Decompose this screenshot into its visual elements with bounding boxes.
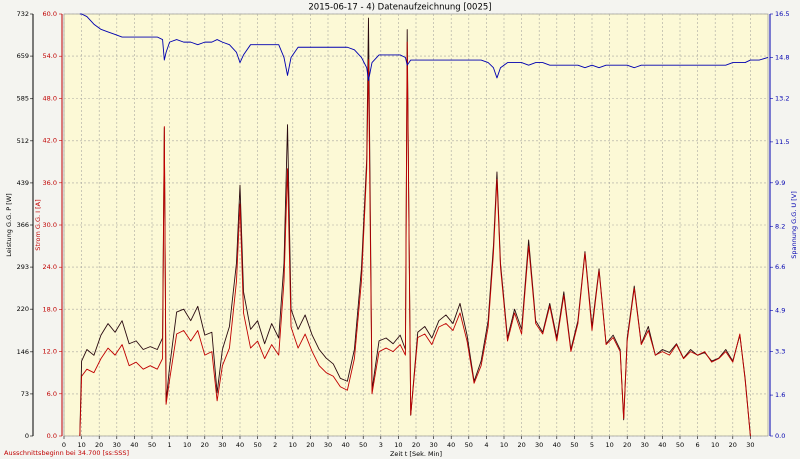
x-tick-label: 30 [429, 441, 437, 449]
x-tick-label: 20 [95, 441, 103, 449]
x-tick-label: 20 [306, 441, 314, 449]
x-tick-label: 10 [77, 441, 85, 449]
y3-tick-label: 14.8 [775, 53, 789, 61]
y2-tick-label: 42.0 [43, 137, 57, 145]
x-tick-label: 4 [484, 441, 488, 449]
x-tick-label: 10 [394, 441, 402, 449]
x-tick-label: 20 [201, 441, 209, 449]
y-tick-label: 659 [17, 52, 29, 60]
x-tick-label: 40 [553, 441, 561, 449]
x-tick-label: 40 [658, 441, 666, 449]
y2-tick-label: 0.0 [47, 432, 57, 440]
y2-tick-label: 30.0 [43, 221, 57, 229]
y2-tick-label: 12.0 [43, 348, 57, 356]
y3-tick-label: 11.5 [775, 138, 789, 146]
y3-tick-label: 0.0 [775, 432, 785, 440]
y2-tick-label: 24.0 [43, 263, 57, 271]
y-tick-label: 0 [25, 432, 29, 440]
y-tick-label: 732 [17, 10, 29, 18]
y2-tick-label: 48.0 [43, 94, 57, 102]
x-axis-label: Zeit t [Sek. Min] [390, 450, 442, 458]
y-axis-label: Leistung G.G. P [W] [5, 193, 13, 256]
y2-tick-label: 54.0 [43, 52, 57, 60]
y3-tick-label: 13.2 [775, 94, 789, 102]
y2-tick-label: 18.0 [43, 305, 57, 313]
y2-tick-label: 60.0 [43, 10, 57, 18]
y2-tick-label: 6.0 [47, 390, 57, 398]
chart-title: 2015-06-17 - 4) Datenaufzeichnung [0025] [308, 3, 491, 13]
y-tick-label: 293 [17, 263, 29, 271]
y3-tick-label: 1.6 [775, 391, 785, 399]
y-tick-label: 512 [17, 137, 29, 145]
y3-axis-label: Spannung G.G. U [V] [790, 191, 798, 259]
x-tick-label: 3 [379, 441, 383, 449]
x-tick-label: 40 [341, 441, 349, 449]
y2-axis-label: Strom G.G. I [A] [34, 199, 42, 250]
y-tick-label: 220 [17, 305, 29, 313]
x-tick-label: 20 [729, 441, 737, 449]
x-tick-label: 50 [359, 441, 367, 449]
footnote: Ausschnittsbeginn bei 34.700 [ss:SSS] [4, 449, 129, 457]
x-tick-label: 50 [570, 441, 578, 449]
y-tick-label: 366 [17, 221, 29, 229]
x-tick-label: 40 [130, 441, 138, 449]
x-tick-label: 20 [412, 441, 420, 449]
x-tick-label: 50 [253, 441, 261, 449]
y-tick-label: 585 [17, 95, 29, 103]
x-tick-label: 30 [113, 441, 121, 449]
y3-tick-label: 8.2 [775, 222, 785, 230]
x-tick-label: 2 [273, 441, 277, 449]
y-tick-label: 73 [21, 390, 29, 398]
x-tick-label: 50 [465, 441, 473, 449]
x-tick-label: 30 [535, 441, 543, 449]
x-tick-label: 10 [605, 441, 613, 449]
x-tick-label: 30 [641, 441, 649, 449]
x-tick-label: 40 [236, 441, 244, 449]
x-tick-label: 0 [62, 441, 66, 449]
y2-tick-label: 36.0 [43, 179, 57, 187]
x-tick-label: 50 [148, 441, 156, 449]
series-line [79, 41, 751, 437]
y3-tick-label: 9.9 [775, 179, 785, 187]
x-tick-label: 20 [623, 441, 631, 449]
x-tick-label: 10 [711, 441, 719, 449]
x-tick-label: 20 [517, 441, 525, 449]
y3-tick-label: 6.6 [775, 263, 785, 271]
y3-tick-label: 4.9 [775, 307, 785, 315]
x-tick-label: 10 [289, 441, 297, 449]
x-tick-label: 30 [218, 441, 226, 449]
x-tick-label: 6 [696, 441, 700, 449]
x-tick-label: 5 [590, 441, 594, 449]
series-line [79, 13, 769, 81]
x-tick-label: 30 [746, 441, 754, 449]
y-tick-label: 146 [17, 348, 29, 356]
y3-tick-label: 16.5 [775, 10, 789, 18]
x-tick-label: 50 [676, 441, 684, 449]
y-tick-label: 439 [17, 179, 29, 187]
x-tick-label: 10 [183, 441, 191, 449]
x-tick-label: 10 [500, 441, 508, 449]
x-tick-label: 1 [168, 441, 172, 449]
x-tick-label: 40 [447, 441, 455, 449]
x-tick-label: 30 [324, 441, 332, 449]
y3-tick-label: 3.3 [775, 348, 785, 356]
